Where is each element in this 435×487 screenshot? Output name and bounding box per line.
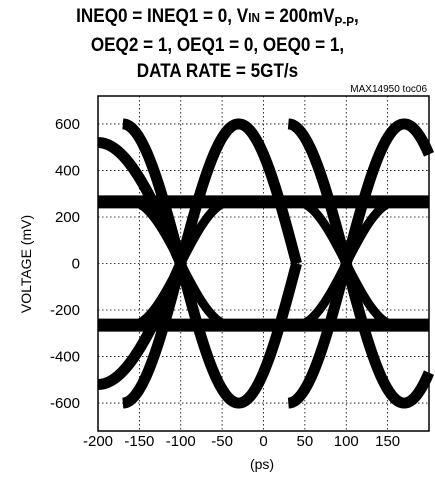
falling-transition	[118, 118, 302, 409]
crossing-to-rail-trace	[176, 197, 234, 266]
x-axis-label: (ps)	[250, 456, 274, 472]
chart-title-line-1: INEQ0 = INEQ1 = 0, VIN = 200mVP-P,	[76, 6, 359, 29]
x-tick-label: -150	[124, 433, 154, 450]
rail-to-crossing-trace	[128, 261, 185, 330]
y-tick-label: 200	[55, 209, 80, 226]
eye-traces	[94, 118, 435, 409]
x-tick-label: 0	[259, 433, 267, 450]
tick-labels: -200 -150 -100 -50 0 50 100 150 600 400 200 0 -200 -4…	[50, 116, 400, 450]
grid-lines	[98, 96, 430, 431]
y-tick-label: 400	[55, 162, 80, 179]
x-tick-label: 150	[375, 433, 400, 450]
y-tick-label: -400	[50, 349, 80, 366]
x-tick-label: 50	[297, 433, 314, 450]
chart-title-line-2: OEQ2 = 1, OEQ1 = 0, OEQ0 = 1,	[90, 35, 345, 56]
y-tick-label: -600	[50, 395, 80, 412]
chart-title-line-3: DATA RATE = 5GT/s	[136, 61, 299, 82]
x-tick-label: -200	[83, 433, 113, 450]
plot-frame	[97, 95, 430, 432]
x-tick-label: 100	[334, 433, 359, 450]
rising-transition	[118, 118, 302, 409]
crossing-to-rail-trace	[342, 197, 399, 266]
crossing-to-rail-trace	[342, 261, 399, 330]
rising-transition	[284, 118, 435, 409]
falling-transition	[284, 118, 435, 409]
y-axis-label: VOLTAGE (mV)	[18, 215, 34, 313]
y-tick-label: 0	[72, 256, 80, 273]
rail-to-crossing-trace	[128, 197, 185, 266]
y-tick-label: -200	[50, 302, 80, 319]
rail-to-crossing-trace	[293, 261, 351, 330]
x-tick-label: -50	[211, 433, 233, 450]
crossing-to-rail-trace	[176, 261, 234, 330]
y-tick-label: 600	[55, 116, 80, 133]
rail-to-crossing-trace	[293, 197, 351, 266]
reference-label: MAX14950 toc06	[350, 84, 427, 95]
x-tick-label: -100	[166, 433, 196, 450]
